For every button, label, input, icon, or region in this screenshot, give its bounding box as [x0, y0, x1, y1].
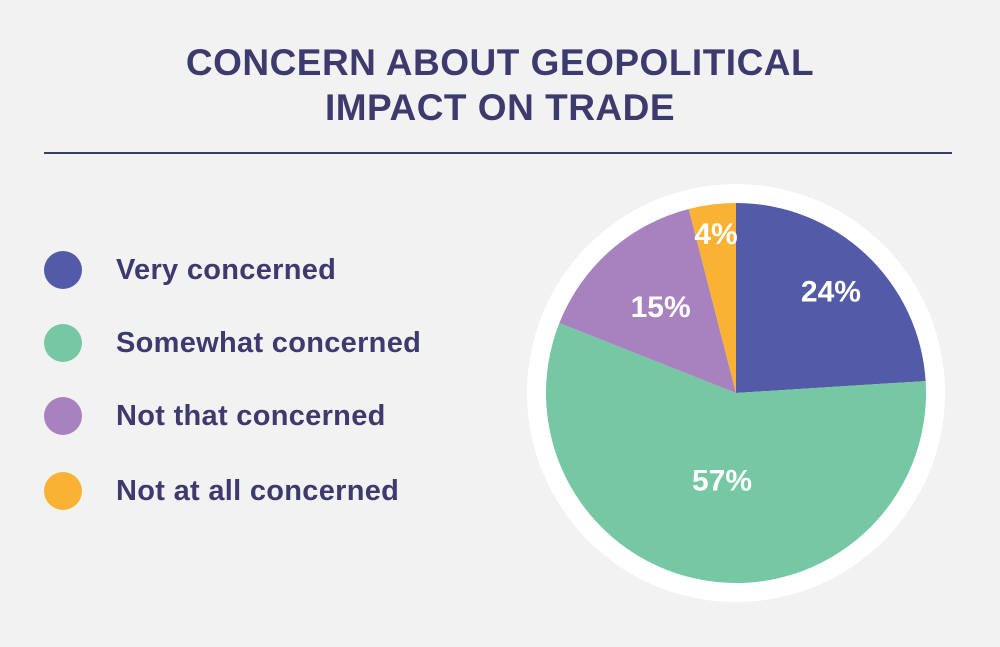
legend-label-very-concerned: Very concerned: [116, 253, 337, 286]
pie-slice-not-that-concerned: [559, 208, 736, 393]
pie-label-somewhat-concerned: 57%: [692, 465, 752, 498]
legend-swatch-not-that-concerned: [44, 397, 82, 435]
legend-label-somewhat-concerned: Somewhat concerned: [116, 326, 422, 359]
legend-item-very-concerned: Very concerned: [44, 250, 484, 290]
legend-label-not-that-concerned: Not that concerned: [116, 399, 386, 432]
legend-item-not-at-all-concerned: Not at all concerned: [44, 471, 484, 511]
pie-label-not-at-all-concerned: 4%: [694, 218, 737, 251]
pie-slice-somewhat-concerned: [546, 323, 926, 583]
legend-swatch-not-at-all-concerned: [44, 472, 82, 510]
pie-label-very-concerned: 24%: [801, 275, 861, 308]
title-divider: [44, 152, 952, 154]
legend-item-somewhat-concerned: Somewhat concerned: [44, 323, 484, 363]
pie-slice-not-at-all-concerned: [688, 203, 736, 393]
chart-title-line-1: CONCERN ABOUT GEOPOLITICAL: [185, 42, 815, 83]
legend-swatch-very-concerned: [44, 251, 82, 289]
pie-label-not-that-concerned: 15%: [631, 291, 691, 324]
legend-label-not-at-all-concerned: Not at all concerned: [116, 474, 400, 507]
chart-title: CONCERN ABOUT GEOPOLITICAL IMPACT ON TRA…: [0, 40, 1000, 130]
pie-slice-very-concerned: [736, 203, 926, 393]
legend-item-not-that-concerned: Not that concerned: [44, 396, 484, 436]
legend-swatch-somewhat-concerned: [44, 324, 82, 362]
chart-title-line-2: IMPACT ON TRADE: [324, 87, 676, 128]
